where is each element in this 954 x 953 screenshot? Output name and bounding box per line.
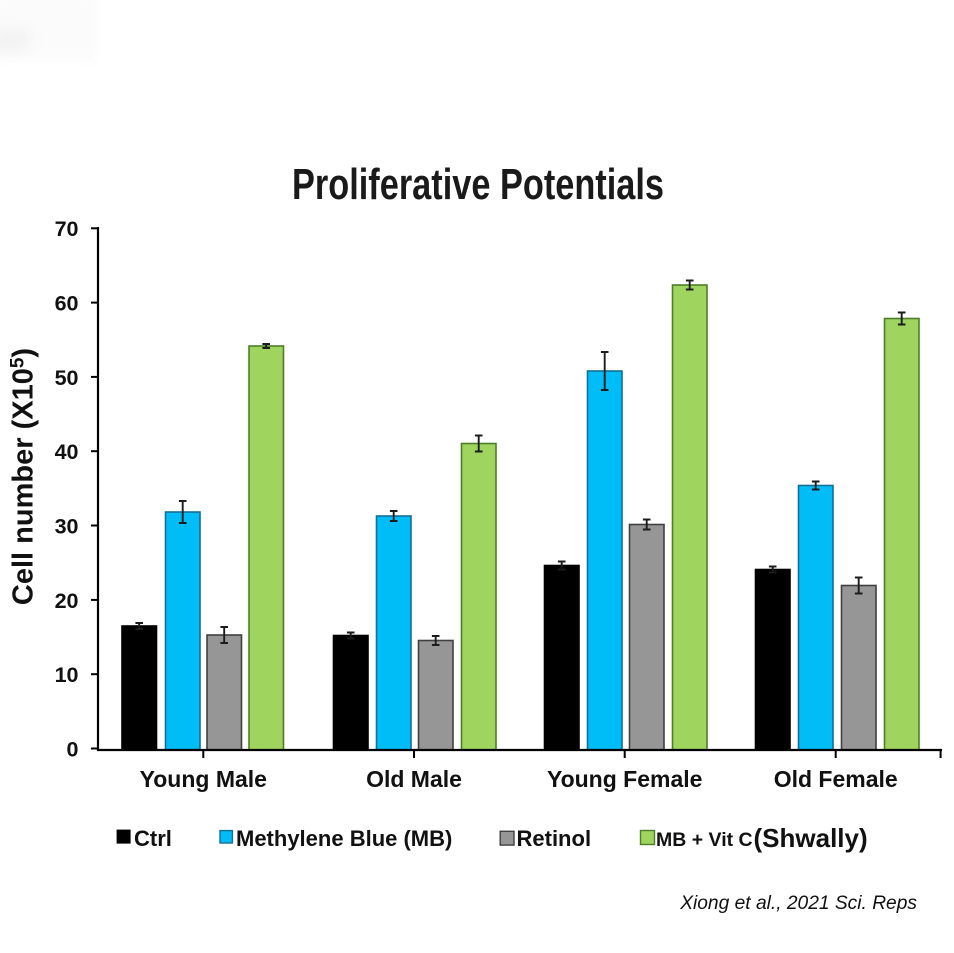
svg-text:(Shwally): (Shwally) — [754, 823, 868, 853]
svg-text:Old Male: Old Male — [366, 766, 462, 792]
svg-text:70: 70 — [55, 217, 79, 241]
svg-text:Proliferative Potentials: Proliferative Potentials — [292, 160, 664, 209]
svg-text:10: 10 — [55, 663, 79, 687]
svg-text:20: 20 — [55, 589, 79, 613]
svg-text:MB + Vit C: MB + Vit C — [656, 829, 753, 851]
svg-text:50: 50 — [55, 366, 79, 390]
svg-text:Methylene Blue (MB): Methylene Blue (MB) — [236, 826, 452, 851]
svg-text:40: 40 — [55, 440, 79, 464]
svg-text:Old Female: Old Female — [774, 766, 898, 792]
svg-text:Cell number (X105): Cell number (X105) — [8, 348, 40, 605]
svg-text:Young Male: Young Male — [140, 766, 267, 792]
svg-text:0: 0 — [67, 737, 79, 761]
svg-text:Ctrl: Ctrl — [134, 826, 172, 851]
svg-text:Xiong et al., 2021 Sci. Reps: Xiong et al., 2021 Sci. Reps — [679, 893, 917, 914]
svg-text:30: 30 — [55, 514, 79, 538]
svg-text:Young Female: Young Female — [547, 766, 703, 792]
svg-text:60: 60 — [55, 292, 79, 316]
svg-text:Retinol: Retinol — [517, 826, 592, 851]
